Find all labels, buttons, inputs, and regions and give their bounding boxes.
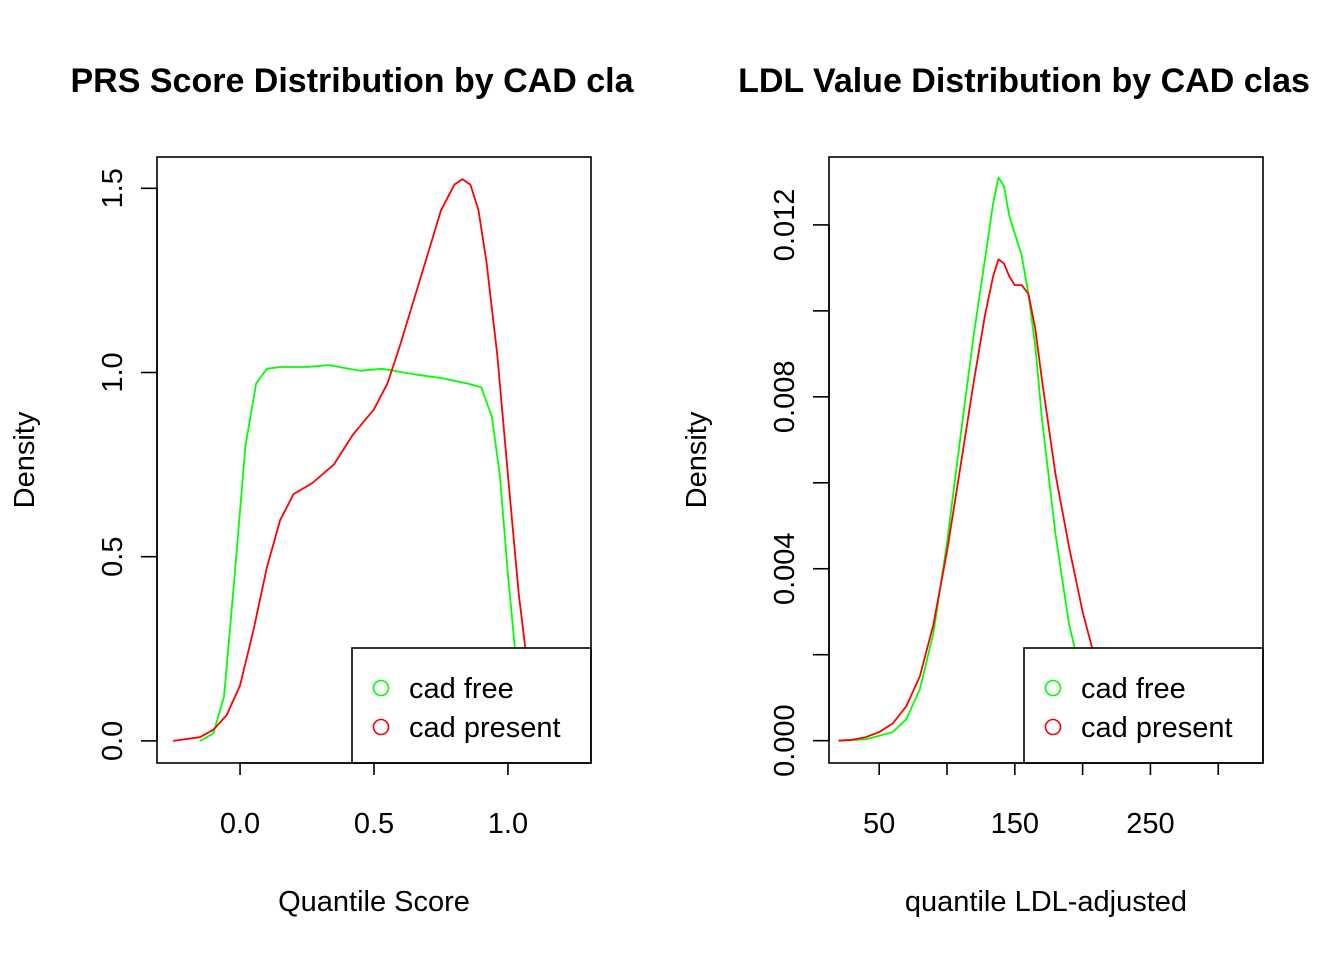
x-tick-label: 150 [991, 808, 1039, 840]
y-tick-label: 0.0 [97, 721, 129, 761]
y-tick-label: 0.008 [769, 361, 801, 434]
prs-density-panel: PRS Score Distribution by CAD cla Quanti… [9, 62, 635, 918]
ldl-density-panel: LDL Value Distribution by CAD clas quant… [681, 62, 1310, 918]
plot-lines [172, 178, 562, 742]
plot-frame [828, 156, 1264, 764]
x-axis-label: quantile LDL-adjusted [905, 886, 1187, 918]
legend-box [1023, 647, 1264, 764]
legend-marker [372, 679, 390, 697]
x-tick-label: 0.5 [354, 808, 394, 840]
legend-marker [1044, 718, 1062, 736]
legend-marker [372, 718, 390, 736]
x-tick-label: 1.0 [488, 808, 528, 840]
y-axis-label: Density [9, 411, 41, 508]
x-axis-label: Quantile Score [278, 886, 470, 918]
chart-title: PRS Score Distribution by CAD cla [71, 62, 635, 100]
y-tick-label: 0.000 [769, 704, 801, 777]
legend-label: cad present [1081, 712, 1233, 744]
x-tick-label: 50 [863, 808, 895, 840]
legend-label: cad present [409, 712, 561, 744]
x-tick-label: 250 [1126, 808, 1174, 840]
density-line-cad-present [172, 178, 562, 742]
y-tick-label: 0.004 [769, 532, 801, 605]
legend-box [351, 647, 592, 764]
y-tick-label: 1.5 [97, 168, 129, 208]
y-axis-label: Density [681, 411, 713, 508]
legend-label: cad free [409, 673, 514, 705]
legend: cad free cad present [351, 647, 592, 764]
legend-label: cad free [1081, 673, 1186, 705]
plot-frame [156, 156, 592, 764]
chart-title: LDL Value Distribution by CAD clas [738, 62, 1310, 100]
y-tick-label: 0.5 [97, 537, 129, 577]
density-line-cad-free [199, 364, 549, 742]
y-tick-label: 0.012 [769, 189, 801, 262]
x-tick-label: 0.0 [220, 808, 260, 840]
legend: cad free cad present [1023, 647, 1264, 764]
y-tick-label: 1.0 [97, 352, 129, 392]
legend-marker [1044, 679, 1062, 697]
y-axis: 0.0 0.5 1.0 1.5 [97, 168, 158, 761]
